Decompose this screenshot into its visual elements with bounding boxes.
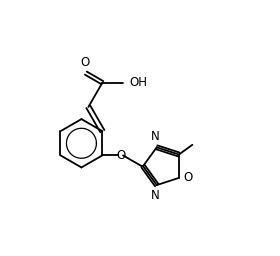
Text: OH: OH	[130, 76, 148, 89]
Text: O: O	[80, 56, 89, 69]
Text: N: N	[151, 130, 160, 143]
Text: N: N	[151, 189, 160, 202]
Text: O: O	[183, 171, 193, 184]
Text: O: O	[116, 149, 126, 162]
